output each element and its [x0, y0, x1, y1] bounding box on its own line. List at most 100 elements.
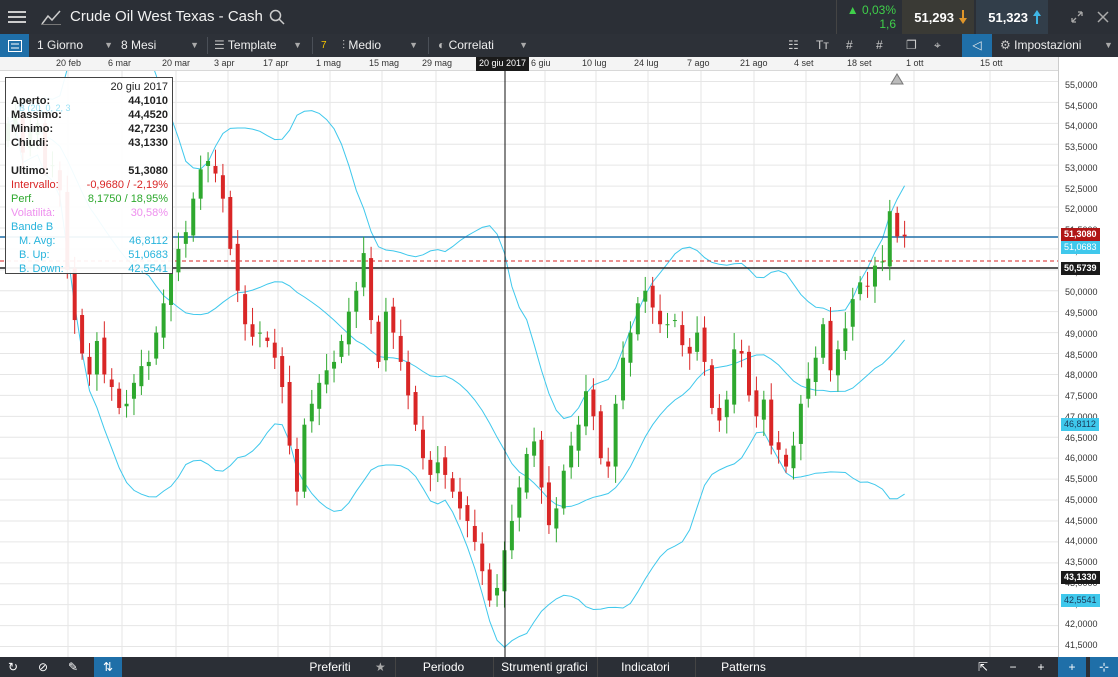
grid-gear-icon: #: [876, 38, 883, 52]
candle-body: [546, 482, 551, 526]
candle-body: [828, 320, 833, 371]
windows-icon: ❐: [906, 38, 917, 52]
range-dropdown[interactable]: 8 Mesi ▼: [121, 34, 203, 57]
move-button[interactable]: ⇱: [972, 657, 994, 677]
favorites-button[interactable]: Preferiti: [309, 660, 351, 674]
price-label: 45,5000: [1065, 474, 1098, 484]
window-button[interactable]: ❐: [906, 34, 924, 57]
candle-body: [509, 520, 514, 551]
indicators-list-button[interactable]: ☷: [788, 34, 806, 57]
date-label: 6 giu: [531, 58, 551, 68]
perf-value: 8,1750 / 18,95%: [87, 193, 168, 205]
price-label: 42,0000: [1065, 619, 1098, 629]
sync-button[interactable]: ⇅: [94, 657, 122, 677]
candle-body: [257, 332, 262, 334]
price-lines: [0, 236, 1058, 269]
candle-body: [87, 356, 92, 375]
candle-body: [650, 285, 655, 308]
bdown-label: B. Down:: [19, 263, 64, 275]
candle-body: [376, 321, 381, 362]
candle-body: [420, 429, 425, 459]
candle-body: [213, 166, 218, 174]
candle-body: [895, 212, 900, 237]
candle-body: [724, 399, 729, 418]
period-dropdown[interactable]: 1 Giorno ▼: [37, 34, 115, 57]
price-label: 55,0000: [1065, 80, 1098, 90]
title-bar: Crude Oil West Texas - Cash ▲ 0,03% 1,6 …: [0, 0, 1118, 34]
patterns-button[interactable]: Patterns: [695, 657, 791, 677]
fit-button[interactable]: ⊹: [1090, 657, 1118, 677]
candle-body: [294, 448, 299, 492]
zoom-in-button[interactable]: +: [1030, 657, 1052, 677]
candle-body: [887, 211, 892, 267]
expand-button[interactable]: [1066, 0, 1088, 34]
open-value: 44,1010: [128, 95, 168, 107]
candle-body: [776, 442, 781, 450]
candle-body: [598, 411, 603, 459]
expand-icon: [1071, 11, 1083, 23]
candle-body: [872, 265, 877, 287]
scroll-marker-icon[interactable]: [890, 73, 904, 85]
indicator-overlay-text: B (20, 0, 2, 3: [19, 103, 71, 113]
label-button[interactable]: ◁: [962, 34, 992, 57]
volatility-label: Volatilità:: [11, 207, 56, 219]
refresh-button[interactable]: ↻: [8, 657, 18, 677]
candle-body: [880, 261, 885, 263]
chart-type-button[interactable]: [36, 0, 66, 34]
candle-body: [228, 196, 233, 249]
list-view-button[interactable]: [0, 34, 29, 57]
date-label: 4 set: [794, 58, 814, 68]
candle-body: [784, 454, 789, 467]
crosshair-toggle[interactable]: +: [1058, 657, 1086, 677]
candle-body: [709, 365, 714, 408]
date-label: 6 mar: [108, 58, 132, 68]
change-absolute: 1,6: [879, 17, 896, 31]
close-button[interactable]: [1092, 0, 1114, 34]
candle-body: [398, 335, 403, 362]
settings-button[interactable]: ⚙ Impostazioni: [1000, 34, 1104, 57]
template-count-badge: 7: [321, 40, 327, 51]
candles-icon: ⫶: [342, 38, 346, 52]
price-change: ▲ 0,03% 1,6: [836, 0, 902, 34]
drawing-tools-button[interactable]: Strumenti grafici: [493, 657, 595, 677]
buy-price-button[interactable]: 51,323: [976, 0, 1048, 34]
moving-avg-tag: 46,8112: [1061, 418, 1099, 431]
chart-style-dropdown[interactable]: ⫶ Medio ▼: [342, 34, 422, 57]
instrument-title[interactable]: Crude Oil West Texas - Cash: [70, 8, 263, 25]
related-dropdown[interactable]: ◐ Correlati ▼: [438, 34, 532, 57]
grid-settings-button[interactable]: #: [876, 34, 894, 57]
candle-body: [317, 382, 322, 409]
price-label: 53,5000: [1065, 142, 1098, 152]
star-icon[interactable]: ★: [375, 660, 386, 674]
crosshair-button[interactable]: ⌖: [934, 34, 956, 57]
more-dropdown[interactable]: ▼: [1104, 34, 1116, 57]
candle-body: [576, 424, 581, 451]
candle-body: [672, 320, 677, 322]
zoom-out-button[interactable]: −: [1002, 657, 1024, 677]
candle-body: [435, 462, 440, 474]
move-icon: ⇱: [977, 660, 989, 674]
search-button[interactable]: [266, 0, 288, 34]
tag-icon: ◁: [972, 38, 982, 52]
draw-button[interactable]: ✎: [68, 657, 78, 677]
chevron-down-icon: ▼: [409, 40, 418, 50]
template-dropdown[interactable]: ☰ Template ▼: [214, 34, 306, 57]
candle-body: [495, 587, 500, 596]
price-label: 50,0000: [1065, 287, 1098, 297]
candle-body: [591, 389, 596, 417]
candle-body: [472, 525, 477, 542]
indicators-button[interactable]: Indicatori: [597, 657, 693, 677]
related-icon: ◐: [438, 38, 446, 52]
menu-button[interactable]: [0, 0, 34, 34]
candle-body: [643, 290, 648, 302]
candle-body: [280, 356, 285, 388]
candle-body: [628, 332, 633, 363]
sell-price-button[interactable]: 51,293: [902, 0, 974, 34]
grid-button[interactable]: #: [846, 34, 864, 57]
disable-button[interactable]: ⊘: [38, 657, 48, 677]
period-button[interactable]: Periodo: [395, 657, 491, 677]
candle-body: [191, 198, 196, 236]
candle-body: [621, 357, 626, 401]
candle-body: [413, 392, 418, 425]
text-size-button[interactable]: Tт: [816, 34, 836, 57]
